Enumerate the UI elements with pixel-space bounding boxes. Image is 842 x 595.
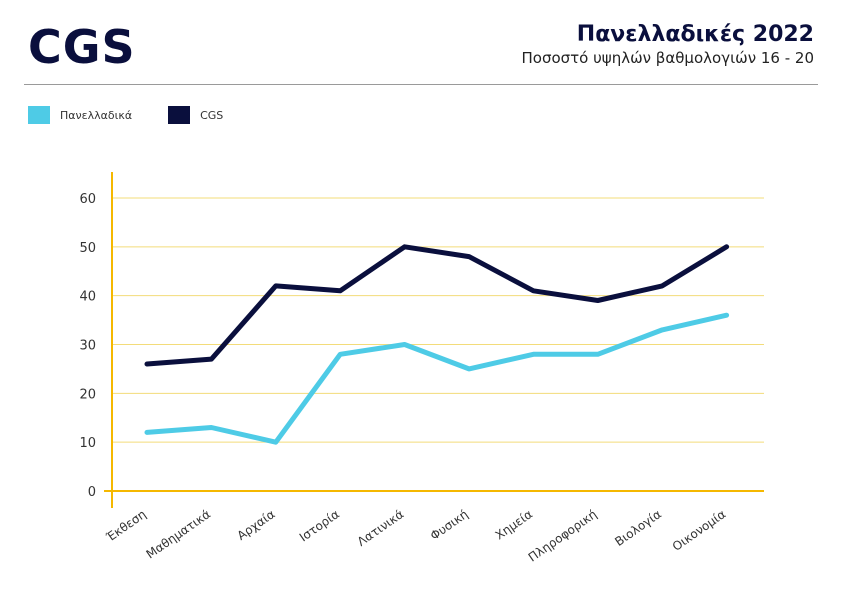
- y-tick-label-50: 50: [79, 241, 96, 256]
- x-tick-label-3: Ιστορία: [297, 507, 342, 545]
- legend-item-panelladika: Πανελλαδικά: [28, 106, 132, 124]
- legend-label-cgs: CGS: [200, 108, 224, 122]
- x-tick-label-2: Αρχαία: [235, 507, 278, 543]
- x-tick-label-5: Φυσική: [428, 507, 471, 543]
- legend-swatch-panelladika: [28, 106, 50, 124]
- y-tick-label-30: 30: [79, 339, 96, 354]
- x-tick-label-0: Έκθεση: [103, 507, 149, 545]
- x-tick-label-4: Λατινικά: [355, 507, 407, 549]
- y-tick-label-40: 40: [79, 290, 96, 305]
- x-tick-label-9: Οικονομία: [670, 507, 729, 554]
- legend-swatch-cgs: [168, 106, 191, 124]
- x-tick-label-7: Πληροφορική: [526, 507, 600, 565]
- y-tick-label-60: 60: [79, 192, 96, 207]
- header-divider: [24, 84, 818, 85]
- series-line-0: [144, 312, 730, 445]
- legend-item-cgs: CGS: [168, 106, 223, 124]
- x-tick-label-6: Χημεία: [493, 507, 535, 543]
- chart-title: Πανελλαδικές 2022: [576, 22, 814, 47]
- legend-label-panelladika: Πανελλαδικά: [60, 108, 133, 122]
- legend: Πανελλαδικά CGS: [28, 106, 223, 124]
- x-tick-label-8: Βιολογία: [612, 507, 664, 549]
- series-line-1: [144, 244, 730, 367]
- x-tick-label-1: Μαθηματικά: [144, 507, 214, 562]
- y-tick-label-20: 20: [79, 387, 96, 402]
- chart-subtitle: Ποσοστό υψηλών βαθμολογιών 16 - 20: [521, 49, 815, 67]
- logo: CGS: [28, 20, 136, 74]
- y-tick-label-0: 0: [88, 485, 96, 500]
- y-tick-label-10: 10: [79, 436, 96, 451]
- title-block: Πανελλαδικές 2022 Ποσοστό υψηλών βαθμολο…: [522, 22, 815, 67]
